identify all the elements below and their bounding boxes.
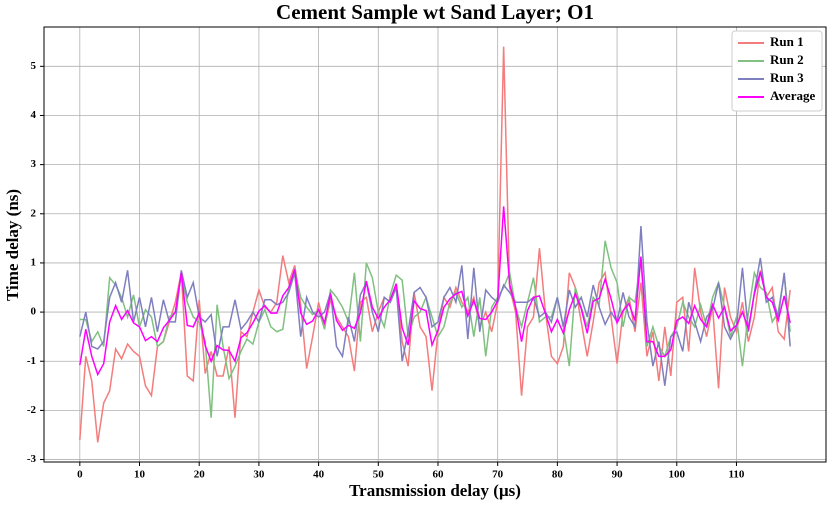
x-tick-label: 40: [313, 469, 325, 481]
x-tick-label: 80: [552, 469, 564, 481]
x-axis-label: Transmission delay (μs): [349, 481, 521, 500]
y-tick-label: -3: [27, 453, 37, 465]
y-tick-label: 5: [31, 60, 37, 72]
y-tick-label: 0: [31, 306, 37, 318]
y-tick-label: 1: [31, 256, 37, 268]
y-tick-label: 4: [31, 109, 37, 121]
y-tick-label: -1: [27, 355, 36, 367]
x-tick-label: 90: [612, 469, 624, 481]
x-tick-label: 60: [432, 469, 444, 481]
y-tick-label: -2: [27, 404, 37, 416]
x-tick-label: 30: [253, 469, 265, 481]
data-line: [79, 226, 791, 386]
legend-label: Run 3: [770, 70, 804, 85]
data-line: [79, 206, 791, 377]
legend-label: Run 1: [770, 34, 804, 49]
legend-label: Run 2: [770, 52, 804, 67]
x-tick-label: 10: [134, 469, 146, 481]
x-tick-label: 0: [77, 469, 83, 481]
y-axis-label: Time delay (ns): [3, 189, 22, 301]
chart-title: Cement Sample wt Sand Layer; O1: [276, 0, 594, 24]
x-tick-label: 100: [669, 469, 686, 481]
legend-label: Average: [770, 88, 815, 103]
y-tick-label: 2: [31, 207, 37, 219]
x-tick-label: 50: [373, 469, 385, 481]
x-tick-label: 110: [729, 469, 745, 481]
plot-frame: [43, 26, 827, 463]
x-tick-label: 70: [492, 469, 504, 481]
x-tick-label: 20: [194, 469, 206, 481]
plot-area: [44, 27, 826, 462]
y-tick-label: 3: [31, 158, 37, 170]
legend-box: [731, 30, 823, 112]
